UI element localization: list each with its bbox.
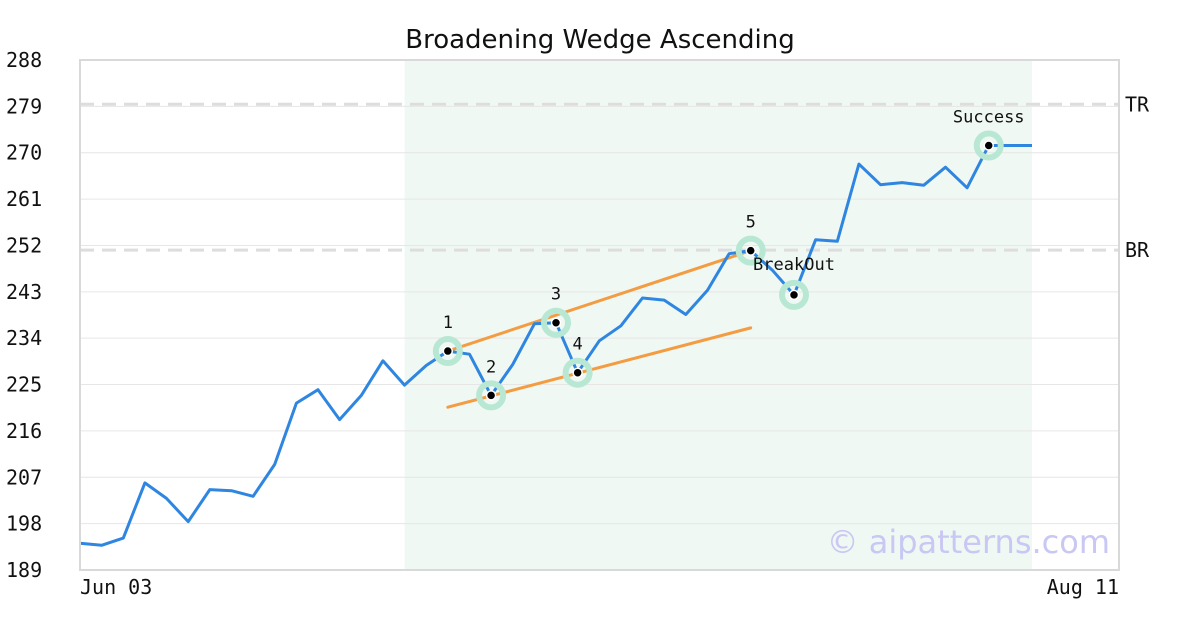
pivot-marker-dot — [745, 245, 756, 256]
y-tick-label: 189 — [6, 558, 42, 582]
trendline — [446, 326, 753, 409]
pivot-label: 2 — [486, 357, 496, 377]
pivot-label: 1 — [443, 313, 453, 333]
y-tick-label: 252 — [6, 233, 42, 257]
pivot-marker-ring — [541, 307, 571, 338]
pivot-marker-dot — [550, 317, 562, 328]
pivot-marker-ring — [735, 235, 766, 266]
pivot-marker-dot — [788, 289, 800, 301]
level-label-tr: TR — [1125, 92, 1150, 116]
chart-title: Broadening Wedge Ascending — [405, 25, 795, 55]
y-tick-label: 288 — [6, 48, 42, 72]
y-tick-label: 234 — [6, 326, 42, 350]
pivot-label: 5 — [746, 213, 756, 233]
pivot-marker-dot — [442, 345, 454, 357]
y-tick-label: 243 — [6, 280, 42, 304]
pattern-highlight-area — [404, 60, 1033, 570]
pivot-marker-dot — [572, 367, 583, 378]
y-tick-label: 270 — [6, 141, 42, 165]
y-tick-label: 216 — [6, 419, 42, 443]
pivot-marker-ring — [432, 336, 463, 367]
x-tick-label: Aug 11 — [1047, 575, 1119, 599]
y-tick-label: 261 — [6, 187, 42, 211]
y-tick-label: 207 — [6, 465, 42, 489]
y-tick-label: 279 — [6, 94, 42, 118]
pivot-marker-dot — [983, 140, 994, 151]
pivot-marker-ring — [973, 130, 1004, 161]
pivot-marker-dot — [485, 390, 497, 401]
y-tick-label: 225 — [6, 373, 42, 397]
y-tick-label: 198 — [6, 512, 42, 536]
pivot-marker-ring — [779, 279, 809, 310]
plot-frame — [79, 59, 1120, 571]
pivot-label: 4 — [573, 335, 583, 355]
watermark: © aipatterns.com — [827, 523, 1110, 561]
pivot-marker-ring — [562, 357, 593, 388]
pivot-label: Success — [953, 108, 1025, 128]
pivot-label: BreakOut — [753, 255, 835, 275]
pivot-marker-ring — [476, 380, 507, 411]
pivot-label: 3 — [551, 285, 561, 305]
x-tick-label: Jun 03 — [80, 575, 152, 599]
level-label-br: BR — [1125, 238, 1150, 262]
trendline — [446, 249, 753, 353]
